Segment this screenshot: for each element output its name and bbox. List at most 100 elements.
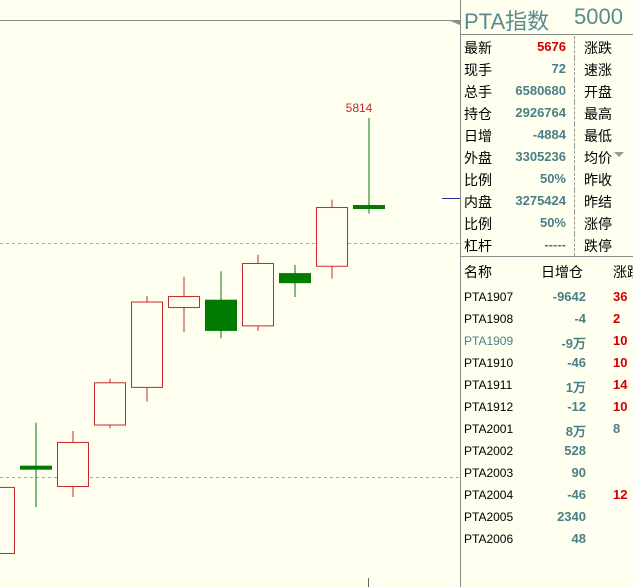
contract-row[interactable]: PTA2001 8万 8 (461, 418, 633, 440)
candle-body (20, 465, 52, 470)
contract-oi-change: -4 (574, 311, 586, 326)
contract-row[interactable]: PTA1910 -46 10 (461, 352, 633, 374)
quote-label-right: 昨结 (584, 194, 612, 210)
quote-label-right: 最高 (584, 106, 612, 122)
quote-row: 比例 50% 涨停 (461, 212, 633, 234)
contract-oi-change: 528 (564, 443, 586, 458)
contract-name: PTA1910 (464, 356, 514, 370)
contract-price-change: 10 (613, 399, 628, 414)
col-header-chg[interactable]: 涨跌 (613, 264, 633, 280)
contract-row[interactable]: PTA2005 2340 (461, 506, 633, 528)
quote-label: 持仓 (464, 106, 492, 122)
contract-name: PTA2001 (464, 422, 514, 436)
quote-label: 比例 (464, 216, 492, 232)
contract-row[interactable]: PTA2003 90 (461, 462, 633, 484)
quote-label-right: 速涨 (584, 62, 612, 78)
quote-separator (574, 124, 575, 146)
quote-label: 最新 (464, 40, 492, 56)
contract-name: PTA1912 (464, 400, 514, 414)
quote-separator (574, 234, 575, 256)
contract-price-change: 12 (613, 487, 628, 502)
instrument-code: 5000 (574, 4, 623, 29)
contract-oi-change: -9642 (552, 289, 586, 304)
contract-oi-change: 1万 (565, 380, 586, 395)
kline-chart[interactable]: 5814 (0, 0, 460, 587)
contract-row[interactable]: PTA2004 -46 12 (461, 484, 633, 506)
quote-label-right: 昨收 (584, 172, 612, 188)
col-header-oi[interactable]: 日增仓 (541, 264, 583, 280)
quote-value: 3305236 (515, 149, 566, 164)
contract-name: PTA2005 (464, 510, 514, 524)
title-divider (461, 34, 633, 35)
quote-row: 杠杆 ----- 跌停 (461, 234, 633, 256)
contract-oi-change: 8万 (565, 424, 586, 439)
contract-row[interactable]: PTA2002 528 (461, 440, 633, 462)
contract-price-change: 10 (613, 333, 628, 348)
quote-value: 3275424 (515, 193, 566, 208)
quote-row: 内盘 3275424 昨结 (461, 190, 633, 212)
contract-row[interactable]: PTA1907 -9642 36 (461, 286, 633, 308)
contract-name: PTA2004 (464, 488, 514, 502)
quote-separator (574, 168, 575, 190)
contract-row[interactable]: PTA1912 -12 10 (461, 396, 633, 418)
quote-label-right: 开盘 (584, 84, 612, 100)
panel-title: PTA指数 5000 (461, 4, 633, 34)
quote-value: 2926764 (515, 105, 566, 120)
quote-row: 现手 72 速涨 (461, 58, 633, 80)
contract-oi-change: -9万 (561, 336, 586, 351)
quote-value: -4884 (532, 127, 566, 142)
candle-body (57, 441, 89, 488)
quote-label-right: 涨跌 (584, 40, 612, 56)
quote-separator (574, 102, 575, 124)
contract-oi-change: 48 (571, 531, 586, 546)
candle-body (242, 263, 274, 327)
contract-price-change: 36 (613, 289, 628, 304)
contract-name: PTA2006 (464, 532, 514, 546)
quote-label: 内盘 (464, 194, 492, 210)
quote-row: 比例 50% 昨收 (461, 168, 633, 190)
contract-row[interactable]: PTA2006 48 (461, 528, 633, 550)
contract-list-header: 名称 日增仓 涨跌 (461, 262, 633, 282)
contract-price-change: 14 (613, 377, 628, 392)
quote-label: 比例 (464, 172, 492, 188)
high-price-label: 5814 (346, 101, 373, 115)
quote-label-right: 涨停 (584, 216, 612, 232)
chart-corner-marker (448, 20, 460, 25)
quote-separator (574, 212, 575, 234)
contract-name: PTA2003 (464, 466, 514, 480)
contract-price-change: 8 (613, 421, 621, 436)
contract-row[interactable]: PTA1911 1万 14 (461, 374, 633, 396)
contract-row[interactable]: PTA1909 -9万 10 (461, 330, 633, 352)
contract-price-change: 2 (613, 311, 621, 326)
col-header-name[interactable]: 名称 (464, 264, 492, 280)
quote-separator (574, 58, 575, 80)
quote-separator (574, 146, 575, 168)
quote-value: 50% (539, 215, 566, 230)
instrument-name: PTA指数 (464, 9, 550, 34)
candle-body (316, 207, 348, 267)
quote-label: 总手 (464, 84, 492, 100)
quote-separator (574, 80, 575, 102)
contract-row[interactable]: PTA1908 -4 2 (461, 308, 633, 330)
quote-row: 外盘 3305236 均价 (461, 146, 633, 168)
quote-row: 日增 -4884 最低 (461, 124, 633, 146)
quote-separator (574, 36, 575, 58)
candle-body (94, 382, 126, 426)
candle-body (205, 299, 237, 331)
candle-body (353, 205, 385, 210)
contract-name: PTA1909 (464, 334, 514, 348)
contract-oi-change: -46 (567, 355, 586, 370)
contract-oi-change: 90 (571, 465, 586, 480)
quote-value: 6580680 (515, 83, 566, 98)
avg-price-dropdown-icon[interactable] (614, 152, 624, 157)
quote-row: 总手 6580680 开盘 (461, 80, 633, 102)
contract-oi-change: -12 (567, 399, 586, 414)
quote-divider (461, 256, 633, 257)
contract-oi-change: 2340 (557, 509, 586, 524)
contract-price-change: 10 (613, 355, 628, 370)
quote-label: 日增 (464, 128, 492, 144)
quote-panel: PTA指数 5000 最新 5676 涨跌 现手 72 速涨 总手 6580680 开盘 持仓 29… (460, 0, 633, 587)
candle-body (131, 301, 163, 388)
quote-label: 外盘 (464, 150, 492, 166)
contract-name: PTA1911 (464, 378, 513, 392)
